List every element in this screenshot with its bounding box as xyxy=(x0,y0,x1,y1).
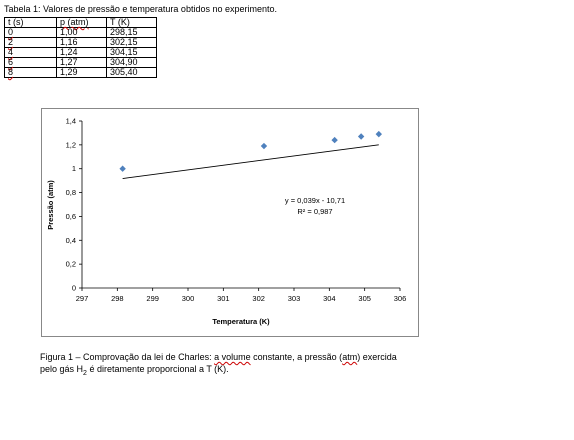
y-tick-label: 1 xyxy=(72,164,76,173)
chart-trendline-layer xyxy=(122,144,379,179)
scatter-chart: 297 298 299 300 301 302 303 304 305 306 0 0,2 0,4 0,6… xyxy=(46,117,407,327)
y-tick-label: 0,8 xyxy=(66,188,76,197)
chart-frame: 297 298 299 300 301 302 303 304 305 306 0 0,2 0,4 0,6… xyxy=(41,108,419,337)
x-tick-label: 298 xyxy=(111,294,124,303)
figure-caption: Figura 1 – Comprovação da lei de Charles… xyxy=(40,351,460,380)
cell-time: 6 xyxy=(4,57,57,68)
x-tick-label: 304 xyxy=(323,294,336,303)
data-point xyxy=(375,130,382,138)
table-row: 6 1,27 304,90 xyxy=(4,57,157,68)
table-row: 2 1,16 302,15 xyxy=(4,37,157,48)
caption-line2-pre: pelo gás H xyxy=(40,364,84,374)
cell-time-text: 4 xyxy=(8,47,14,57)
x-tick-label: 303 xyxy=(288,294,301,303)
chart-axes xyxy=(79,120,401,291)
cell-time-text: 0 xyxy=(8,27,14,37)
chart-points-layer xyxy=(119,130,382,172)
trend-r-squared: R² = 0,987 xyxy=(297,207,332,216)
header-pressure-text: p (atm) xyxy=(60,17,89,27)
table-row: 8 1,29 305,40 xyxy=(4,67,157,78)
data-point xyxy=(119,165,126,172)
x-tick-label: 297 xyxy=(76,294,89,303)
cell-time: 2 xyxy=(4,37,57,48)
table-header-row: t (s) p (atm) T (K) xyxy=(4,17,157,28)
caption-line2-post: é diretamente proporcional a T (K). xyxy=(86,364,229,374)
y-tick-label: 1,4 xyxy=(66,117,76,126)
cell-temperature: 305,40 xyxy=(106,67,157,78)
cell-pressure: 1,16 xyxy=(56,37,107,48)
caption-after-atm: ) exercida xyxy=(357,352,397,362)
x-axis-label: Temperatura (K) xyxy=(212,317,270,326)
cell-time-text: 2 xyxy=(8,37,14,47)
y-tick-label: 0,6 xyxy=(66,212,76,221)
caption-subscript: 2 xyxy=(83,369,87,377)
cell-pressure: 1,24 xyxy=(56,47,107,58)
data-table: t (s) p (atm) T (K) 0 1,00 298,15 2 1,16… xyxy=(4,17,157,78)
caption-word-a: a volume xyxy=(214,352,251,362)
cell-pressure: 1,27 xyxy=(56,57,107,68)
data-point xyxy=(260,142,268,150)
cell-time-text: 8 xyxy=(8,67,14,77)
cell-time: 8 xyxy=(4,67,57,78)
data-point xyxy=(357,133,365,140)
data-point xyxy=(331,136,338,144)
y-tick-label: 0,4 xyxy=(66,236,76,245)
x-tick-label: 301 xyxy=(217,294,230,303)
chart-tick-labels: 297 298 299 300 301 302 303 304 305 306 0 0,2 0,4 0,6… xyxy=(66,117,407,304)
y-axis-label: Pressão (atm) xyxy=(46,180,55,230)
y-tick-label: 0 xyxy=(72,284,76,293)
trend-equation: y = 0,039x - 10,71 xyxy=(285,196,345,205)
table-row: 4 1,24 304,15 xyxy=(4,47,157,58)
cell-temperature: 304,90 xyxy=(106,57,157,68)
cell-pressure: 1,29 xyxy=(56,67,107,78)
table-caption: Tabela 1: Valores de pressão e temperatu… xyxy=(4,4,277,14)
header-pressure: p (atm) xyxy=(56,17,107,28)
cell-time: 4 xyxy=(4,47,57,58)
cell-time-text: 6 xyxy=(8,57,14,67)
table-row: 0 1,00 298,15 xyxy=(4,27,157,38)
caption-prefix: Figura 1 – Comprovação da lei de Charles… xyxy=(40,352,215,362)
cell-temperature: 298,15 xyxy=(106,27,157,38)
header-temperature: T (K) xyxy=(106,17,157,28)
cell-temperature: 304,15 xyxy=(106,47,157,58)
x-tick-label: 300 xyxy=(182,294,195,303)
x-tick-label: 305 xyxy=(358,294,371,303)
header-time: t (s) xyxy=(4,17,57,28)
cell-temperature: 302,15 xyxy=(106,37,157,48)
caption-middle: constante, a pressão ( xyxy=(250,352,343,362)
caption-word-atm: atm xyxy=(342,352,358,362)
trendline xyxy=(122,144,379,179)
y-tick-label: 0,2 xyxy=(66,260,76,269)
x-tick-label: 302 xyxy=(252,294,265,303)
x-tick-label: 306 xyxy=(394,294,407,303)
x-tick-label: 299 xyxy=(146,294,159,303)
cell-pressure: 1,00 xyxy=(56,27,107,38)
y-tick-label: 1,2 xyxy=(66,140,76,149)
cell-time: 0 xyxy=(4,27,57,38)
